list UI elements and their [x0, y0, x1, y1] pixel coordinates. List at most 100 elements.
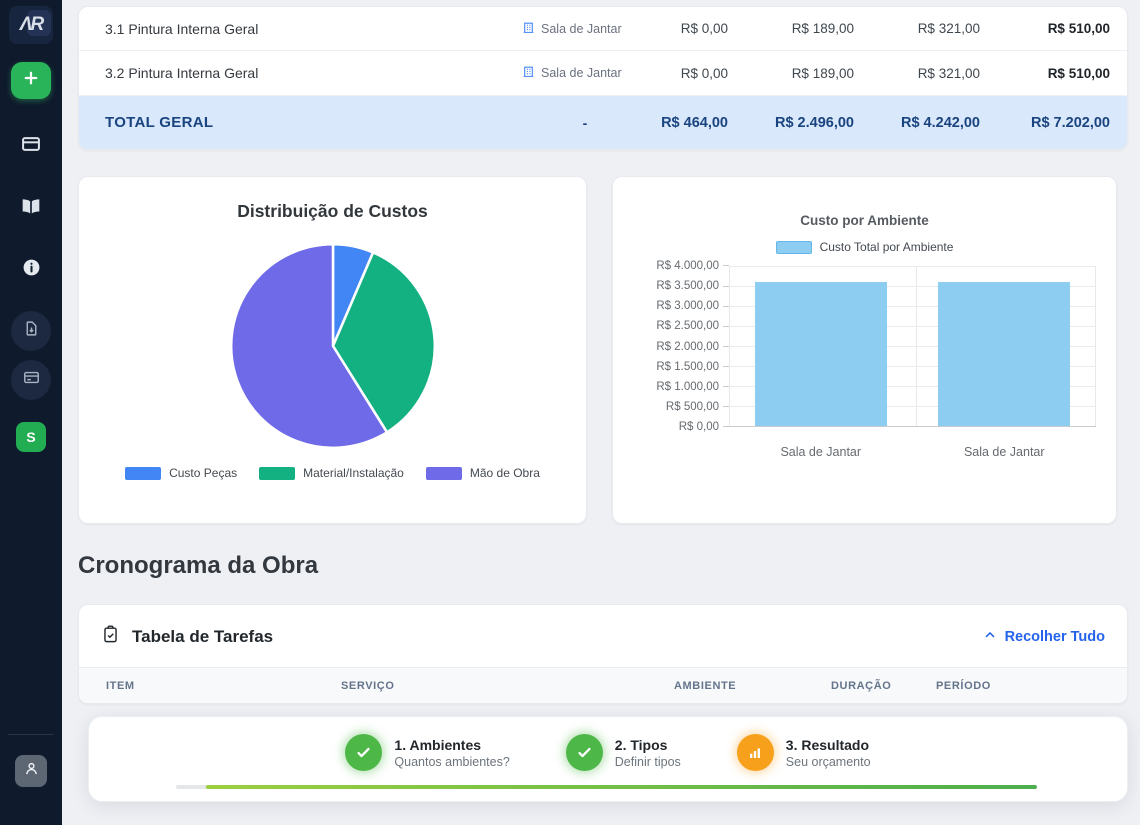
legend-label: Custo Total por Ambiente — [819, 240, 954, 254]
y-tick: R$ 500,00 — [633, 399, 729, 415]
wizard-progress-fill — [206, 785, 1037, 789]
legend-item[interactable]: Mão de Obra — [425, 466, 540, 480]
chevron-up-icon — [983, 628, 997, 646]
wizard-bar: 1. Ambientes Quantos ambientes? 2. Tipos… — [88, 716, 1128, 802]
ambiente-badge: Sala de Jantar — [522, 21, 648, 37]
pie-slice-mao-de-obra[interactable] — [229, 242, 388, 450]
app-logo[interactable]: ΛR — [9, 6, 53, 44]
pie-slice-material[interactable] — [331, 251, 436, 434]
column-header-periodo: PERÍODO — [936, 679, 991, 692]
add-button[interactable] — [11, 62, 51, 99]
cost-maodeobra: R$ 321,00 — [917, 21, 980, 36]
pie-chart-card: Distribuição de Custos Custo Peças Mater… — [78, 176, 587, 524]
total-material: R$ 2.496,00 — [774, 114, 854, 131]
credit-card-icon — [23, 369, 40, 391]
pie-chart-title: Distribuição de Custos — [237, 201, 428, 221]
y-tick: R$ 0,00 — [633, 419, 729, 435]
total-row: TOTAL GERAL - R$ 464,00 R$ 2.496,00 R$ 4… — [79, 96, 1127, 149]
legend-label: Mão de Obra — [469, 466, 540, 480]
step-subtitle: Quantos ambientes? — [394, 754, 510, 769]
wizard-step-ambientes[interactable]: 1. Ambientes Quantos ambientes? — [345, 734, 510, 771]
sidebar-item-billing[interactable] — [11, 360, 51, 400]
main-content: 3.1 Pintura Interna Geral Sala de Jantar… — [62, 0, 1140, 825]
step-title: 1. Ambientes — [394, 736, 482, 753]
info-icon — [22, 258, 41, 282]
building-icon — [522, 65, 535, 81]
cost-pecas: R$ 0,00 — [680, 21, 728, 36]
total-label: TOTAL GERAL — [105, 114, 214, 131]
book-icon — [21, 196, 41, 221]
ambiente-label: Sala de Jantar — [541, 66, 622, 80]
tasks-card-title: Tabela de Tarefas — [101, 625, 273, 649]
y-tick: R$ 2.000,00 — [633, 339, 729, 355]
page-section-title: Cronograma da Obra — [78, 552, 319, 579]
column-header-servico: SERVIÇO — [341, 679, 395, 692]
y-tick: R$ 2.500,00 — [633, 318, 729, 334]
wizard-step-resultado[interactable]: 3. Resultado Seu orçamento — [736, 734, 871, 771]
document-download-icon — [23, 320, 40, 342]
total-geral: R$ 7.202,00 — [1030, 114, 1110, 131]
bar-plot-area[interactable] — [729, 266, 1096, 427]
total-pecas: R$ 464,00 — [661, 114, 728, 131]
column-header-duracao: DURAÇÃO — [831, 679, 892, 692]
user-icon — [23, 760, 40, 782]
sidebar-item-catalog[interactable] — [12, 189, 50, 227]
credit-card-icon — [21, 134, 41, 159]
step-subtitle: Seu orçamento — [785, 754, 871, 769]
y-tick: R$ 4.000,00 — [633, 258, 729, 274]
wizard-step-tipos[interactable]: 2. Tipos Definir tipos — [565, 734, 681, 771]
sidebar-item-payments[interactable] — [12, 127, 50, 165]
charts-row: Distribuição de Custos Custo Peças Mater… — [78, 176, 1128, 524]
service-name: 3.1 Pintura Interna Geral — [105, 20, 259, 37]
collapse-all-label: Recolher Tudo — [1004, 629, 1105, 645]
y-tick: R$ 1.500,00 — [633, 359, 729, 375]
step-title: 3. Resultado — [785, 736, 870, 753]
building-icon — [522, 21, 535, 37]
clipboard-check-icon — [101, 625, 120, 649]
sidebar-item-info[interactable] — [12, 251, 50, 289]
cost-total: R$ 510,00 — [1047, 65, 1110, 81]
table-row[interactable]: 3.2 Pintura Interna Geral Sala de Jantar… — [79, 51, 1127, 96]
pie-chart[interactable] — [221, 234, 445, 458]
user-profile-button[interactable] — [15, 755, 47, 787]
cost-material: R$ 189,00 — [791, 65, 854, 81]
collapse-all-button[interactable]: Recolher Tudo — [983, 628, 1105, 646]
y-tick: R$ 3.000,00 — [633, 298, 729, 314]
total-dash: - — [582, 114, 588, 131]
pie-legend: Custo Peças Material/Instalação Mão de O… — [125, 466, 540, 480]
workspace-badge[interactable]: S — [16, 422, 46, 452]
cost-total: R$ 510,00 — [1047, 21, 1110, 36]
legend-swatch — [125, 466, 162, 480]
bar-legend-swatch — [775, 240, 812, 254]
tasks-table-card: Tabela de Tarefas Recolher Tudo ITEM SER… — [78, 604, 1128, 704]
bar-chart-card: Custo por Ambiente Custo Total por Ambie… — [612, 176, 1117, 524]
y-tick: R$ 1.000,00 — [633, 379, 729, 395]
ambiente-badge: Sala de Jantar — [522, 65, 648, 81]
sidebar-item-documents[interactable] — [11, 311, 51, 351]
tasks-column-headers: ITEM SERVIÇO AMBIENTE DURAÇÃO PERÍODO — [79, 667, 1127, 703]
table-row[interactable]: 3.1 Pintura Interna Geral Sala de Jantar… — [79, 7, 1127, 51]
x-tick: Sala de Jantar — [963, 445, 1045, 459]
legend-item[interactable]: Custo Total por Ambiente — [775, 240, 954, 254]
bar-chart-legend: Custo Total por Ambiente — [633, 240, 1096, 254]
bar-sala-de-jantar-2[interactable] — [938, 281, 1071, 426]
bar-chart[interactable]: R$ 4.000,00 R$ 3.500,00 R$ 3.000,00 R$ 2… — [633, 260, 1096, 435]
bar-chart-icon — [736, 734, 774, 771]
y-axis: R$ 4.000,00 R$ 3.500,00 R$ 3.000,00 R$ 2… — [633, 258, 729, 435]
cost-maodeobra: R$ 321,00 — [917, 65, 980, 81]
legend-item[interactable]: Custo Peças — [125, 466, 237, 480]
bar-sala-de-jantar-1[interactable] — [754, 281, 887, 426]
legend-label: Material/Instalação — [303, 466, 404, 480]
ambiente-label: Sala de Jantar — [541, 21, 622, 36]
app-logo-text: ΛR — [19, 14, 44, 35]
sidebar-divider — [8, 734, 54, 735]
budget-summary-table: 3.1 Pintura Interna Geral Sala de Jantar… — [78, 6, 1128, 150]
legend-swatch — [425, 466, 462, 480]
step-title: 2. Tipos — [614, 736, 668, 753]
plus-icon — [22, 69, 40, 92]
cost-material: R$ 189,00 — [791, 21, 854, 36]
y-tick: R$ 3.500,00 — [633, 278, 729, 294]
sidebar: ΛR S — [0, 0, 62, 825]
step-subtitle: Definir tipos — [614, 754, 681, 769]
legend-item[interactable]: Material/Instalação — [259, 466, 404, 480]
